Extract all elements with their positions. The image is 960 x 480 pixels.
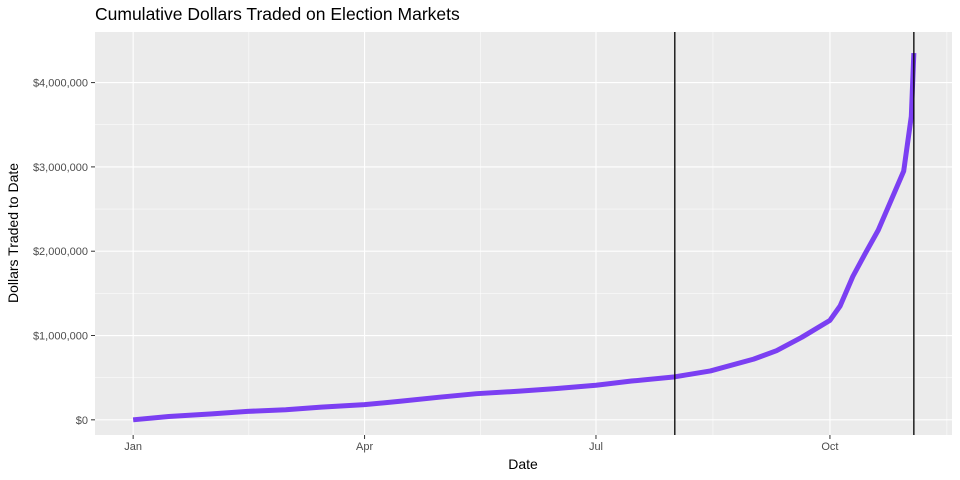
vertical-reference-lines bbox=[674, 32, 915, 435]
y-tick-label: $1,000,000 bbox=[33, 331, 88, 343]
plot-panel bbox=[95, 32, 952, 435]
x-axis: Jan Apr Jul Oct bbox=[124, 435, 838, 453]
y-tick-label: $2,000,000 bbox=[33, 246, 88, 258]
series-line bbox=[132, 52, 917, 423]
x-axis-title: Date bbox=[508, 456, 538, 472]
x-tick-label: Jan bbox=[124, 441, 142, 453]
y-tick-label: $4,000,000 bbox=[33, 78, 88, 90]
x-tick-label: Jul bbox=[589, 441, 603, 453]
series-layer bbox=[132, 52, 917, 423]
y-axis: $0 $1,000,000 $2,000,000 $3,000,000 $4,000,0… bbox=[33, 78, 95, 427]
chart-title: Cumulative Dollars Traded on Election Ma… bbox=[95, 4, 460, 24]
y-tick-label: $3,000,000 bbox=[33, 162, 88, 174]
x-tick-label: Apr bbox=[356, 441, 373, 453]
x-tick-label: Oct bbox=[821, 441, 838, 453]
major-gridlines bbox=[95, 32, 952, 435]
y-tick-label: $0 bbox=[76, 415, 88, 427]
y-axis-title: Dollars Traded to Date bbox=[5, 163, 21, 303]
